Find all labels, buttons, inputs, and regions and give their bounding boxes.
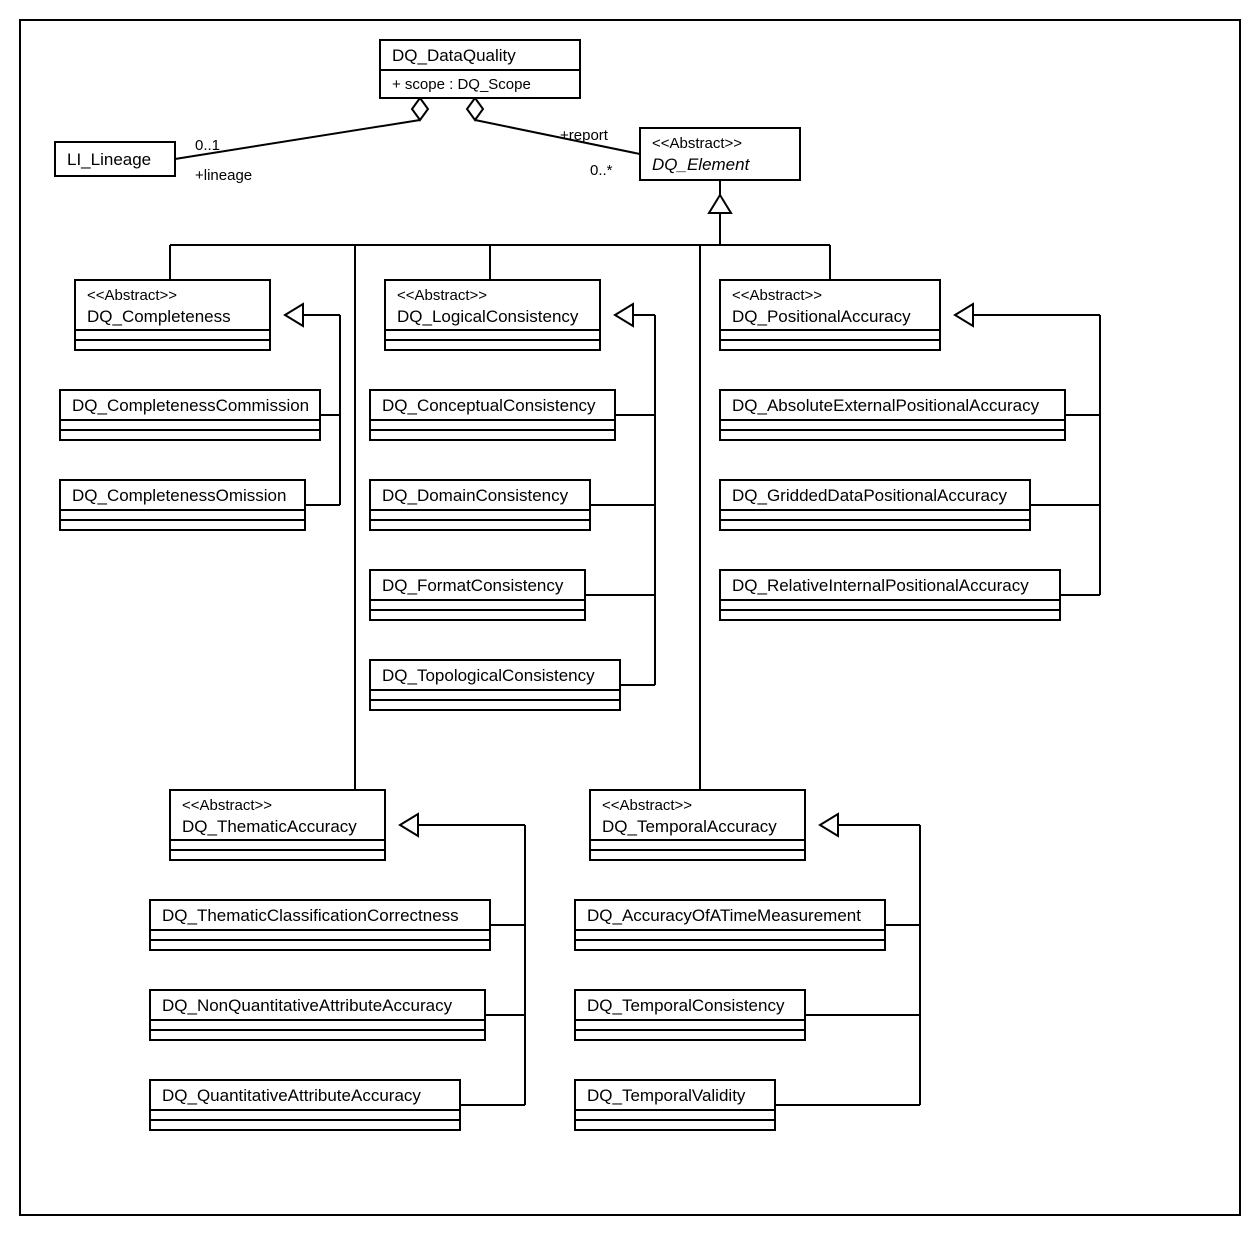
- svg-text:<<Abstract>>: <<Abstract>>: [87, 287, 177, 304]
- class-dq_topologicalconsistency: DQ_TopologicalConsistency: [370, 660, 620, 710]
- svg-text:DQ_TemporalAccuracy: DQ_TemporalAccuracy: [602, 817, 777, 836]
- svg-text:DQ_DataQuality: DQ_DataQuality: [392, 46, 516, 65]
- svg-text:DQ_AccuracyOfATimeMeasurement: DQ_AccuracyOfATimeMeasurement: [587, 906, 861, 925]
- class-dq_completeness: <<Abstract>> DQ_Completeness: [75, 280, 270, 350]
- svg-text:DQ_GriddedDataPositionalAccura: DQ_GriddedDataPositionalAccuracy: [732, 486, 1007, 505]
- class-dq_absoluteexternalpositionalaccuracy: DQ_AbsoluteExternalPositionalAccuracy: [720, 390, 1065, 440]
- svg-text:0..*: 0..*: [590, 162, 613, 179]
- svg-text:DQ_ThematicClassificationCorre: DQ_ThematicClassificationCorrectness: [162, 906, 459, 925]
- svg-text:<<Abstract>>: <<Abstract>>: [602, 797, 692, 814]
- class-dq_logicalconsistency: <<Abstract>> DQ_LogicalConsistency: [385, 280, 600, 350]
- svg-text:<<Abstract>>: <<Abstract>>: [182, 797, 272, 814]
- class-dq_temporalconsistency: DQ_TemporalConsistency: [575, 990, 805, 1040]
- svg-text:DQ_Completeness: DQ_Completeness: [87, 307, 231, 326]
- class-dq_temporalaccuracy: <<Abstract>> DQ_TemporalAccuracy: [590, 790, 805, 860]
- svg-text:DQ_ConceptualConsistency: DQ_ConceptualConsistency: [382, 396, 596, 415]
- class-dq_element: <<Abstract>> DQ_Element: [640, 128, 800, 180]
- class-dq_completenesscommission: DQ_CompletenessCommission: [60, 390, 320, 440]
- class-dq_nonquantitativeattributeaccuracy: DQ_NonQuantitativeAttributeAccuracy: [150, 990, 485, 1040]
- svg-text:+lineage: +lineage: [195, 167, 252, 184]
- svg-text:DQ_PositionalAccuracy: DQ_PositionalAccuracy: [732, 307, 911, 326]
- svg-text:+report: +report: [560, 127, 609, 144]
- svg-text:DQ_FormatConsistency: DQ_FormatConsistency: [382, 576, 564, 595]
- svg-text:DQ_Element: DQ_Element: [652, 155, 751, 174]
- class-dq_temporalvalidity: DQ_TemporalValidity: [575, 1080, 775, 1130]
- class-li_lineage: LI_Lineage: [55, 142, 175, 176]
- class-dq_accuracyofatimemeasurement: DQ_AccuracyOfATimeMeasurement: [575, 900, 885, 950]
- class-dq_domainconsistency: DQ_DomainConsistency: [370, 480, 590, 530]
- svg-text:<<Abstract>>: <<Abstract>>: [397, 287, 487, 304]
- svg-text:<<Abstract>>: <<Abstract>>: [652, 135, 742, 152]
- class-dq_dataquality: DQ_DataQuality + scope : DQ_Scope: [380, 40, 580, 98]
- svg-text:DQ_TemporalConsistency: DQ_TemporalConsistency: [587, 996, 785, 1015]
- svg-text:DQ_QuantitativeAttributeAccura: DQ_QuantitativeAttributeAccuracy: [162, 1086, 421, 1105]
- svg-text:DQ_ThematicAccuracy: DQ_ThematicAccuracy: [182, 817, 357, 836]
- svg-text:DQ_TopologicalConsistency: DQ_TopologicalConsistency: [382, 666, 595, 685]
- uml-diagram: DQ_DataQuality + scope : DQ_Scope LI_Linea…: [0, 0, 1260, 1235]
- svg-text:DQ_NonQuantitativeAttributeAcc: DQ_NonQuantitativeAttributeAccuracy: [162, 996, 453, 1015]
- class-dq_conceptualconsistency: DQ_ConceptualConsistency: [370, 390, 615, 440]
- svg-text:DQ_LogicalConsistency: DQ_LogicalConsistency: [397, 307, 579, 326]
- svg-text:DQ_TemporalValidity: DQ_TemporalValidity: [587, 1086, 746, 1105]
- svg-text:DQ_CompletenessOmission: DQ_CompletenessOmission: [72, 486, 286, 505]
- class-dq_formatconsistency: DQ_FormatConsistency: [370, 570, 585, 620]
- class-dq_thematicaccuracy: <<Abstract>> DQ_ThematicAccuracy: [170, 790, 385, 860]
- svg-text:<<Abstract>>: <<Abstract>>: [732, 287, 822, 304]
- svg-text:DQ_DomainConsistency: DQ_DomainConsistency: [382, 486, 569, 505]
- svg-text:+ scope : DQ_Scope: + scope : DQ_Scope: [392, 76, 531, 93]
- svg-text:DQ_AbsoluteExternalPositionalA: DQ_AbsoluteExternalPositionalAccuracy: [732, 396, 1040, 415]
- class-dq_griddeddatapositionalaccuracy: DQ_GriddedDataPositionalAccuracy: [720, 480, 1030, 530]
- svg-text:DQ_RelativeInternalPositionalA: DQ_RelativeInternalPositionalAccuracy: [732, 576, 1029, 595]
- svg-text:LI_Lineage: LI_Lineage: [67, 150, 151, 169]
- class-dq_completenessomission: DQ_CompletenessOmission: [60, 480, 305, 530]
- class-dq_positionalaccuracy: <<Abstract>> DQ_PositionalAccuracy: [720, 280, 940, 350]
- class-dq_thematicclassificationcorrectness: DQ_ThematicClassificationCorrectness: [150, 900, 490, 950]
- svg-text:DQ_CompletenessCommission: DQ_CompletenessCommission: [72, 396, 309, 415]
- class-dq_relativeinternalpositionalaccuracy: DQ_RelativeInternalPositionalAccuracy: [720, 570, 1060, 620]
- class-dq_quantitativeattributeaccuracy: DQ_QuantitativeAttributeAccuracy: [150, 1080, 460, 1130]
- svg-text:0..1: 0..1: [195, 137, 220, 154]
